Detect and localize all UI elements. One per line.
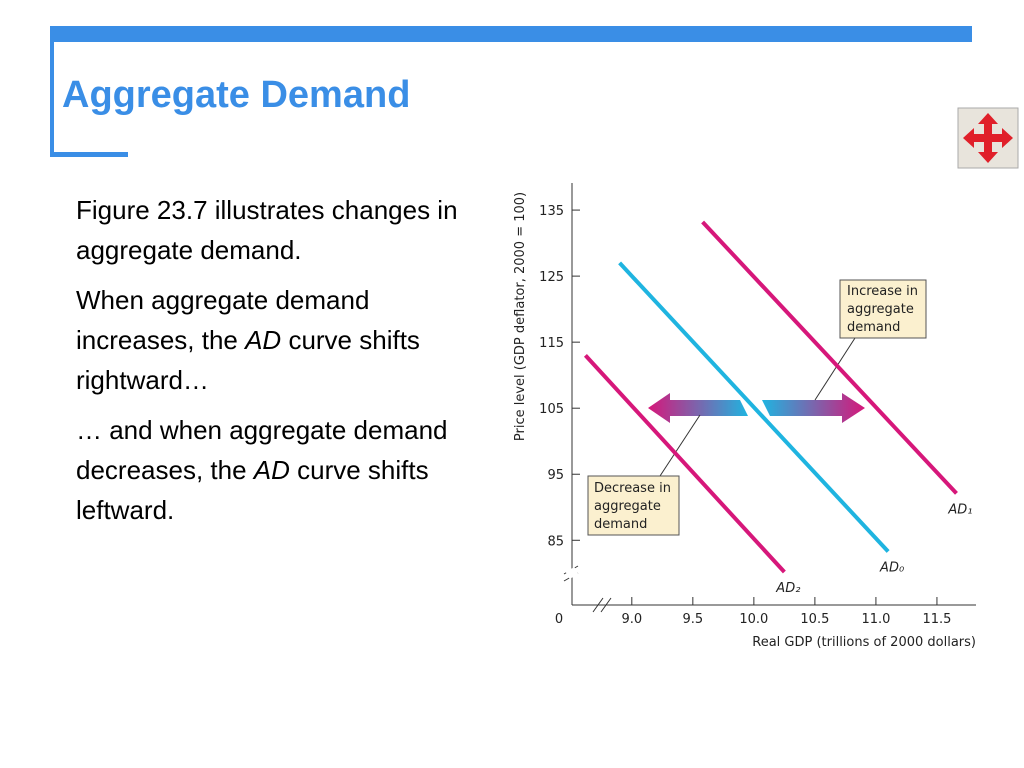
text-run: … and when aggregate demand decreases, t… — [76, 415, 448, 485]
annotation: Increase in aggregate demand — [847, 284, 918, 335]
nav-icon[interactable] — [957, 107, 1019, 169]
origin-label: 0 — [555, 612, 563, 627]
paragraph: Figure 23.7 illustrates changes in aggre… — [76, 190, 476, 270]
y-tick-label: 125 — [539, 270, 564, 285]
x-axis-label: Real GDP (trillions of 2000 dollars) — [752, 635, 976, 650]
text-run: curve shifts rightward… — [76, 325, 420, 395]
y-tick-label: 115 — [539, 336, 564, 351]
text-run: AD — [245, 325, 282, 355]
y-tick-label: 85 — [547, 534, 564, 549]
ad-curve — [583, 354, 786, 574]
y-tick-label: 135 — [539, 204, 564, 219]
x-tick-label: 10.0 — [739, 612, 768, 627]
axis-gap — [565, 567, 579, 579]
x-tick-label: 9.0 — [621, 612, 642, 627]
text-run: AD — [253, 455, 290, 485]
top-bar — [50, 26, 972, 42]
side-bar — [50, 26, 54, 157]
x-tick-label: 10.5 — [800, 612, 829, 627]
text-run: Figure 23.7 illustrates changes in aggre… — [76, 195, 458, 265]
annotation: Decrease in aggregate demand — [594, 481, 671, 532]
ad-curve — [618, 261, 890, 553]
ad-curve — [701, 220, 958, 495]
bottom-bar — [50, 152, 128, 157]
leader-line — [814, 337, 856, 401]
y-tick-label: 105 — [539, 402, 564, 417]
leader-line — [659, 414, 701, 477]
series-label: AD₀ — [879, 561, 905, 576]
series-label: AD₂ — [775, 581, 800, 596]
y-axis-label: Price level (GDP deflator, 2000 = 100) — [513, 192, 528, 441]
y-tick-label: 95 — [547, 468, 564, 483]
text-run: When aggregate demand increases, the — [76, 285, 370, 355]
x-tick-label: 11.0 — [861, 612, 890, 627]
x-tick-label: 11.5 — [922, 612, 951, 627]
paragraph: … and when aggregate demand decreases, t… — [76, 410, 476, 530]
annotation-box — [587, 475, 680, 536]
slide-body: Figure 23.7 illustrates changes in aggre… — [76, 190, 476, 540]
paragraph: When aggregate demand increases, the AD … — [76, 280, 476, 400]
series-label: AD₁ — [947, 502, 972, 517]
text-run: curve shifts leftward. — [76, 455, 429, 525]
slide-title: Aggregate Demand — [62, 74, 411, 116]
decrease-arrow — [648, 393, 748, 423]
annotation-box — [839, 279, 927, 339]
x-tick-label: 9.5 — [682, 612, 703, 627]
increase-arrow — [762, 393, 865, 423]
